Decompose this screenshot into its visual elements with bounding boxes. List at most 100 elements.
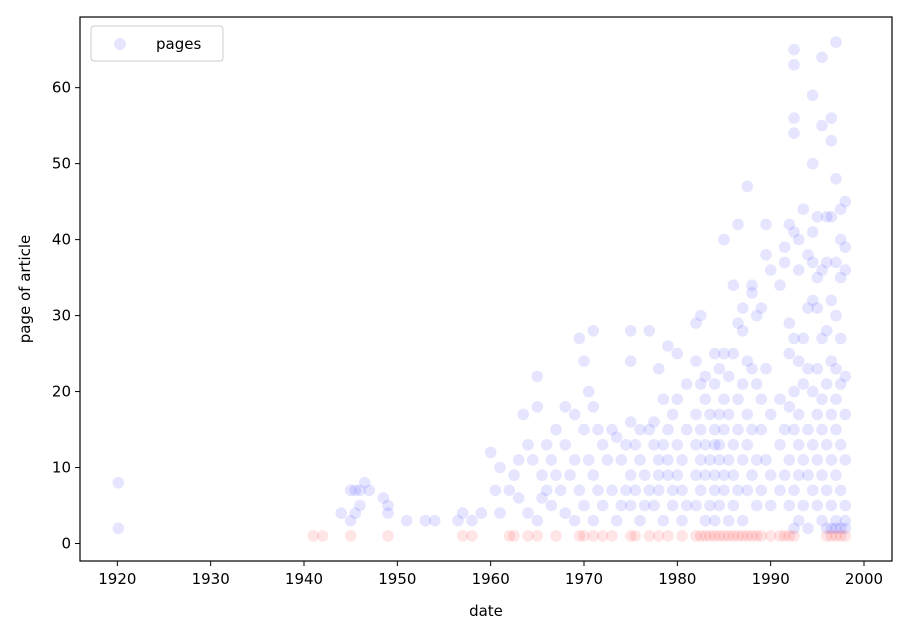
pages-point-151 <box>718 393 730 406</box>
pages-point-183 <box>746 469 758 481</box>
pages-point-281 <box>830 36 842 48</box>
pages-point-101 <box>662 340 674 352</box>
pages-point-126 <box>694 423 707 436</box>
pages-point-169 <box>736 302 749 314</box>
pages-point-294 <box>834 332 847 345</box>
pages-point-79 <box>624 469 637 481</box>
pages-point-237 <box>802 302 814 314</box>
pages-point-227 <box>792 408 805 421</box>
pages-point-208 <box>783 218 796 231</box>
pages-point-97 <box>652 484 665 497</box>
pages-point-63 <box>592 423 604 436</box>
pages-point-31 <box>522 507 534 519</box>
pages-point-235 <box>797 499 810 512</box>
pages-point-108 <box>671 347 684 360</box>
red-point-31 <box>732 530 744 542</box>
red-point-34 <box>746 530 758 542</box>
pages-point-222 <box>788 484 800 497</box>
pages-point-47 <box>559 507 572 519</box>
pages-point-32 <box>526 454 539 466</box>
pages-point-264 <box>816 514 828 527</box>
pages-point-18 <box>456 507 469 519</box>
pages-point-245 <box>806 256 819 269</box>
pages-point-137 <box>708 347 721 360</box>
red-point-2 <box>344 530 357 542</box>
pages-point-185 <box>750 378 763 390</box>
red-point-26 <box>708 530 721 542</box>
pages-point-189 <box>755 393 768 406</box>
pages-point-224 <box>792 233 805 246</box>
pages-point-124 <box>694 309 707 322</box>
pages-point-127 <box>694 454 707 466</box>
pages-point-132 <box>699 469 712 481</box>
pages-point-131 <box>699 439 712 451</box>
red-point-14 <box>596 530 609 542</box>
pages-point-146 <box>713 439 726 451</box>
pages-point-159 <box>727 279 740 292</box>
pages-point-64 <box>592 484 604 497</box>
red-point-32 <box>736 530 749 542</box>
y-axis-label: page of article <box>16 235 34 344</box>
pages-point-299 <box>839 195 852 208</box>
x-tick-label: 1920 <box>98 570 136 588</box>
legend-marker-pages <box>114 38 126 50</box>
pages-point-256 <box>811 499 824 512</box>
y-tick-label: 50 <box>52 155 71 173</box>
pages-point-72 <box>615 454 628 466</box>
pages-point-134 <box>704 408 716 421</box>
pages-point-179 <box>746 279 758 292</box>
pages-point-206 <box>778 423 791 436</box>
pages-point-86 <box>638 469 651 481</box>
pages-point-133 <box>699 514 712 527</box>
pages-point-54 <box>578 355 590 368</box>
pages-point-67 <box>601 454 614 466</box>
pages-point-39 <box>540 484 553 497</box>
pages-point-257 <box>816 51 828 64</box>
x-axis: 1920 1930 1940 1950 1960 1970 1980 1990 2000 <box>98 561 883 588</box>
pages-point-21 <box>484 446 497 459</box>
pages-point-80 <box>624 499 637 512</box>
pages-point-232 <box>797 332 810 345</box>
pages-point-267 <box>820 325 833 337</box>
red-point-13 <box>587 530 600 542</box>
y-tick-label: 60 <box>52 79 71 97</box>
pages-point-68 <box>606 423 618 436</box>
pages-point-241 <box>802 522 814 535</box>
red-point-22 <box>690 530 702 542</box>
pages-point-287 <box>830 423 842 436</box>
pages-point-246 <box>806 294 819 307</box>
pages-point-213 <box>783 499 796 512</box>
pages-point-303 <box>839 408 852 421</box>
pages-point-148 <box>713 499 726 512</box>
pages-point-252 <box>811 302 824 314</box>
pages-point-155 <box>722 370 735 383</box>
red-point-45 <box>834 530 847 542</box>
pages-point-69 <box>606 484 618 497</box>
pages-point-74 <box>620 439 632 451</box>
red-point-17 <box>629 530 642 542</box>
pages-point-57 <box>582 385 595 398</box>
pages-point-48 <box>564 469 576 481</box>
pages-point-296 <box>834 439 847 451</box>
pages-point-128 <box>694 484 707 497</box>
pages-point-81 <box>629 439 642 451</box>
pages-point-65 <box>596 439 609 451</box>
pages-point-0 <box>112 476 125 489</box>
pages-point-255 <box>811 454 824 466</box>
pages-point-277 <box>825 408 838 421</box>
pages-point-231 <box>797 203 810 215</box>
pages-point-129 <box>699 370 712 383</box>
pages-point-158 <box>722 514 735 527</box>
pages-point-238 <box>802 363 814 375</box>
pages-point-115 <box>680 378 693 390</box>
x-tick-label: 1930 <box>192 570 230 588</box>
pages-point-138 <box>708 378 721 390</box>
pages-point-111 <box>671 469 684 481</box>
plot-frame <box>79 16 893 562</box>
pages-point-234 <box>797 454 810 466</box>
pages-point-29 <box>517 408 530 421</box>
pages-point-76 <box>624 325 637 337</box>
pages-point-99 <box>657 439 670 451</box>
pages-point-142 <box>708 484 721 497</box>
pages-point-188 <box>755 302 768 314</box>
